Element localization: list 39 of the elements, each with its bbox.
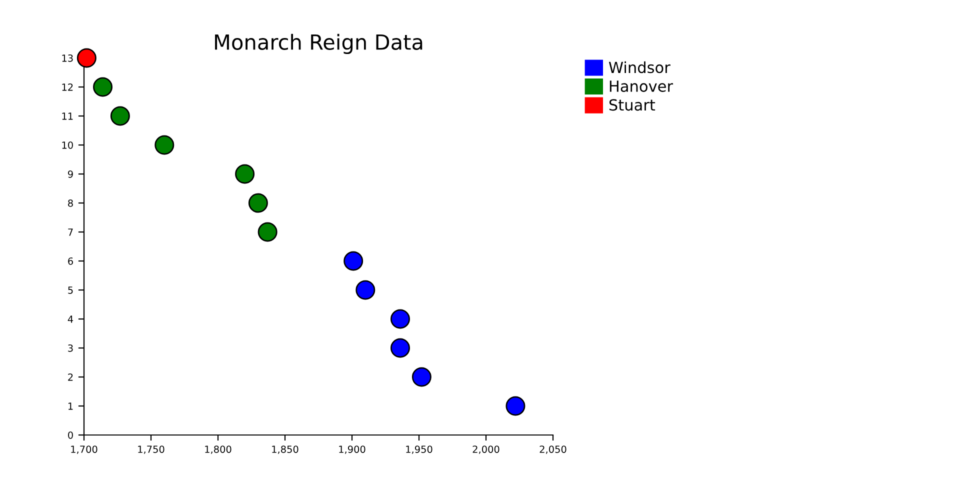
point xyxy=(390,338,410,358)
x-tick-label: 1,800 xyxy=(205,446,232,454)
point xyxy=(258,222,278,242)
x-tick-label: 2,050 xyxy=(540,446,566,454)
legend-label: Stuart xyxy=(609,99,656,111)
point xyxy=(235,164,255,184)
y-tick-label: 8 xyxy=(68,199,73,207)
y-tick-label: 4 xyxy=(68,316,74,323)
point xyxy=(110,106,130,126)
y-tick-label: 11 xyxy=(62,112,73,120)
point xyxy=(344,251,364,271)
y-tick-label: 7 xyxy=(68,228,73,236)
y-tick-label: 5 xyxy=(68,286,73,294)
y-tick-label: 6 xyxy=(68,257,73,265)
x-tick-label: 1,750 xyxy=(138,446,164,454)
y-tick-label: 12 xyxy=(62,83,73,91)
point xyxy=(76,48,96,68)
y-tick-label: 13 xyxy=(62,54,73,62)
point xyxy=(93,77,113,97)
point xyxy=(154,135,174,155)
x-tick-label: 1,950 xyxy=(406,446,432,454)
point xyxy=(390,309,410,329)
x-tick-label: 2,000 xyxy=(472,446,500,454)
y-tick-label: 10 xyxy=(62,141,73,149)
chart-title: Monarch Reign Data xyxy=(215,34,422,54)
point xyxy=(356,280,376,300)
legend-label: Hanover xyxy=(610,80,674,92)
point xyxy=(412,367,432,387)
y-tick-label: 3 xyxy=(68,344,73,352)
y-tick-label: 9 xyxy=(68,170,73,178)
x-tick-label: 1,700 xyxy=(71,446,98,454)
y-tick-label: 2 xyxy=(68,373,73,381)
y-tick-label: 0 xyxy=(68,431,73,439)
x-tick-label: 1,850 xyxy=(272,446,298,454)
legend-label: Windsor xyxy=(608,61,670,74)
point xyxy=(506,396,526,416)
point xyxy=(248,193,268,213)
x-tick-label: 1,900 xyxy=(339,446,366,454)
y-tick-label: 1 xyxy=(68,402,73,410)
